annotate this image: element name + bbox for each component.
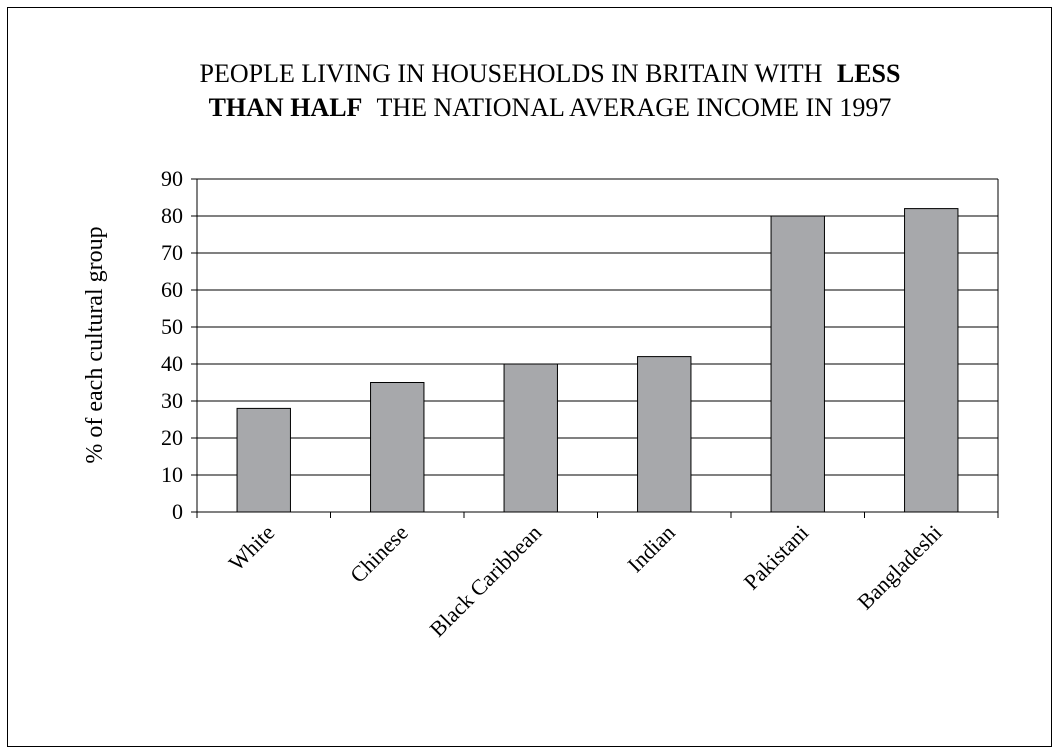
bar-chinese [370, 382, 425, 513]
bar-indian [637, 356, 692, 513]
y-tick-label-0: 0 [172, 499, 183, 524]
x-tick-label-chinese: Chinese [345, 520, 413, 588]
grid-lines [197, 178, 998, 476]
chart-title-line-1-regular: PEOPLE LIVING IN HOUSEHOLDS IN BRITAIN W… [200, 59, 823, 88]
y-tick-label-10: 10 [161, 462, 183, 487]
chart-title-line-2-regular: THE NATIONAL AVERAGE INCOME IN 1997 [376, 93, 891, 122]
x-tick-label-indian: Indian [622, 520, 679, 577]
chart-title-line-1: PEOPLE LIVING IN HOUSEHOLDS IN BRITAIN W… [200, 59, 901, 88]
y-tick-labels: 0 10 20 30 40 50 60 70 80 90 [161, 166, 183, 524]
x-tick-label-white: White [224, 520, 280, 576]
bar-bangladeshi [904, 208, 959, 513]
x-tick-label-black-caribbean: Black Caribbean [424, 520, 546, 642]
y-tick-label-60: 60 [161, 277, 183, 302]
x-tick-label-pakistani: Pakistani [739, 520, 814, 595]
x-tick-label-bangladeshi: Bangladeshi [852, 520, 947, 615]
y-tick-label-20: 20 [161, 425, 183, 450]
chart-title-line-2-bold: THAN HALF [209, 93, 363, 122]
chart-title-line-1-bold: LESS [837, 59, 901, 88]
y-tick-label-80: 80 [161, 203, 183, 228]
x-tick-labels: White Chinese Black Caribbean Indian Pakista… [224, 520, 947, 642]
y-axis-label: % of each cultural group [82, 226, 108, 463]
bar-white [236, 407, 291, 513]
axes [191, 178, 999, 518]
chart-title-line-2: THAN HALF THE NATIONAL AVERAGE INCOME IN… [209, 93, 892, 122]
bar-pakistani [770, 215, 825, 513]
bar-black-caribbean [503, 363, 558, 513]
y-tick-label-50: 50 [161, 314, 183, 339]
y-tick-label-70: 70 [161, 240, 183, 265]
y-tick-label-30: 30 [161, 388, 183, 413]
y-tick-label-90: 90 [161, 166, 183, 191]
y-tick-label-40: 40 [161, 351, 183, 376]
bars [236, 208, 959, 513]
